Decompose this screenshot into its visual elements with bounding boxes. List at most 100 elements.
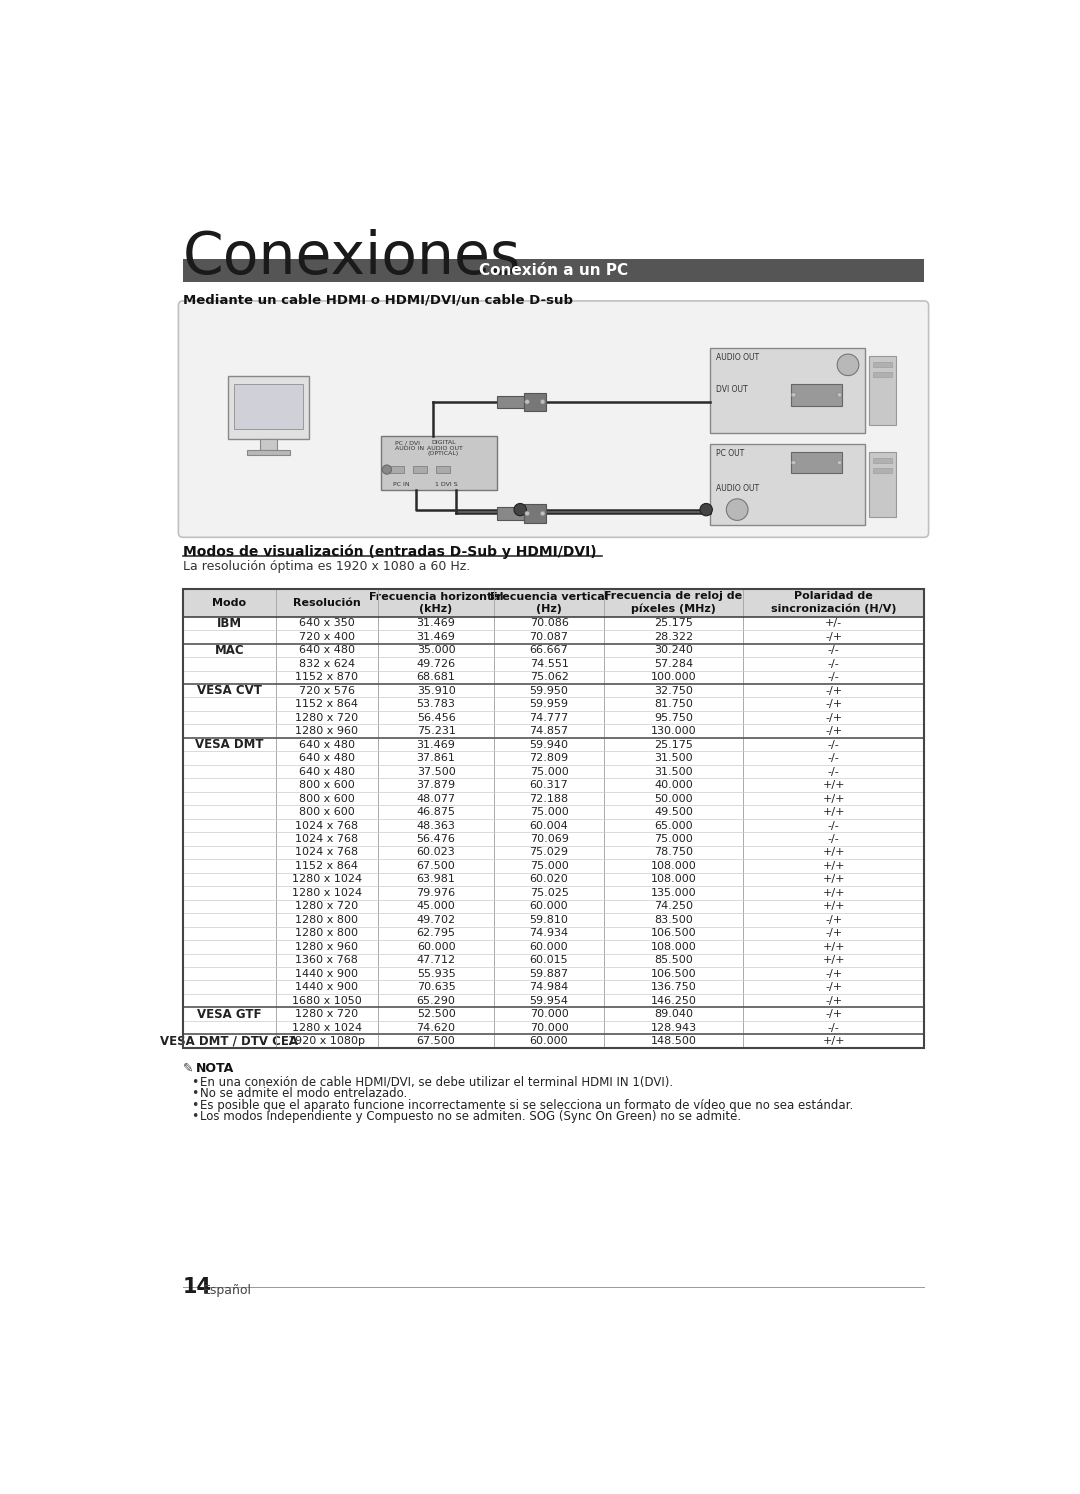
Text: 60.020: 60.020 — [529, 874, 568, 884]
Bar — [183, 671, 924, 684]
Bar — [183, 751, 924, 765]
Text: Modo: Modo — [213, 598, 246, 608]
Text: 74.857: 74.857 — [529, 726, 568, 737]
Text: 720 x 576: 720 x 576 — [299, 686, 355, 696]
Text: 31.469: 31.469 — [417, 632, 456, 642]
Text: 67.500: 67.500 — [417, 861, 456, 871]
Text: 640 x 480: 640 x 480 — [299, 740, 355, 750]
Text: +/+: +/+ — [822, 941, 845, 952]
Text: 78.750: 78.750 — [654, 847, 693, 858]
Text: NOTA: NOTA — [195, 1062, 233, 1074]
Bar — [183, 846, 924, 859]
Text: 60.000: 60.000 — [417, 941, 456, 952]
Text: DIGITAL: DIGITAL — [431, 441, 456, 445]
Text: 136.750: 136.750 — [650, 982, 697, 992]
Text: 1280 x 720: 1280 x 720 — [295, 1008, 359, 1019]
Bar — [183, 657, 924, 671]
Text: 1280 x 720: 1280 x 720 — [295, 901, 359, 911]
Circle shape — [837, 460, 841, 465]
Text: +/+: +/+ — [822, 1037, 845, 1046]
Text: 640 x 480: 640 x 480 — [299, 753, 355, 763]
Text: 47.712: 47.712 — [417, 955, 456, 965]
Text: Frecuencia de reloj de
píxeles (MHz): Frecuencia de reloj de píxeles (MHz) — [605, 592, 743, 614]
Text: 1152 x 864: 1152 x 864 — [295, 861, 359, 871]
Text: 57.284: 57.284 — [654, 659, 693, 669]
Text: 59.887: 59.887 — [529, 968, 568, 979]
Text: 1920 x 1080p: 1920 x 1080p — [288, 1037, 365, 1046]
Text: 89.040: 89.040 — [654, 1008, 693, 1019]
Text: 70.086: 70.086 — [529, 619, 568, 629]
Text: 74.777: 74.777 — [529, 713, 569, 723]
Bar — [183, 953, 924, 967]
Text: 70.087: 70.087 — [529, 632, 568, 642]
Text: 1280 x 960: 1280 x 960 — [295, 941, 359, 952]
Text: -/+: -/+ — [825, 928, 842, 938]
Text: 1280 x 800: 1280 x 800 — [295, 914, 359, 925]
Text: Mediante un cable HDMI o HDMI/DVI/un cable D-sub: Mediante un cable HDMI o HDMI/DVI/un cab… — [183, 293, 573, 306]
Text: 65.290: 65.290 — [417, 995, 456, 1005]
Text: Frecuencia horizontal
(kHz): Frecuencia horizontal (kHz) — [368, 592, 503, 614]
Bar — [869, 451, 896, 517]
Text: 100.000: 100.000 — [651, 672, 697, 683]
Text: -/-: -/- — [827, 834, 839, 844]
Text: PC / DVI: PC / DVI — [394, 441, 420, 445]
Text: 1152 x 870: 1152 x 870 — [295, 672, 359, 683]
Text: 1280 x 720: 1280 x 720 — [295, 713, 359, 723]
Text: 1024 x 768: 1024 x 768 — [295, 820, 359, 831]
Bar — [183, 832, 924, 846]
Text: 74.934: 74.934 — [529, 928, 568, 938]
Bar — [873, 468, 892, 474]
Text: VESA DMT / DTV CEA: VESA DMT / DTV CEA — [160, 1035, 298, 1047]
Bar — [183, 630, 924, 644]
Bar — [792, 384, 841, 406]
Text: 35.910: 35.910 — [417, 686, 456, 696]
Text: 49.726: 49.726 — [417, 659, 456, 669]
Text: -/+: -/+ — [825, 713, 842, 723]
Text: 135.000: 135.000 — [651, 887, 697, 898]
Text: 640 x 480: 640 x 480 — [299, 766, 355, 777]
Text: -/-: -/- — [827, 659, 839, 669]
Text: 70.069: 70.069 — [529, 834, 568, 844]
Text: 108.000: 108.000 — [650, 874, 697, 884]
Text: AUDIO OUT: AUDIO OUT — [428, 445, 463, 451]
Text: Español: Español — [203, 1285, 253, 1297]
Text: 59.959: 59.959 — [529, 699, 568, 710]
Text: 31.500: 31.500 — [654, 766, 693, 777]
Text: 640 x 350: 640 x 350 — [299, 619, 354, 629]
Bar — [873, 459, 892, 463]
Bar — [524, 393, 545, 411]
Text: 74.551: 74.551 — [529, 659, 568, 669]
Bar — [183, 684, 924, 698]
Circle shape — [525, 399, 529, 403]
Bar — [247, 450, 289, 454]
Circle shape — [792, 460, 796, 465]
Text: 60.015: 60.015 — [530, 955, 568, 965]
Text: 62.795: 62.795 — [417, 928, 456, 938]
Bar — [183, 886, 924, 899]
Circle shape — [792, 393, 796, 397]
Text: -/+: -/+ — [825, 632, 842, 642]
Text: 74.250: 74.250 — [654, 901, 693, 911]
Text: -/-: -/- — [827, 645, 839, 656]
Text: VESA GTF: VESA GTF — [198, 1007, 261, 1020]
Text: 81.750: 81.750 — [654, 699, 693, 710]
Text: 75.000: 75.000 — [529, 766, 568, 777]
Text: -/-: -/- — [827, 672, 839, 683]
Bar — [710, 348, 865, 433]
Text: 31.469: 31.469 — [417, 619, 456, 629]
Text: -/+: -/+ — [825, 914, 842, 925]
Text: 1280 x 960: 1280 x 960 — [295, 726, 359, 737]
Bar — [183, 940, 924, 953]
Circle shape — [382, 465, 392, 474]
Circle shape — [727, 499, 748, 520]
Circle shape — [540, 399, 545, 403]
Bar — [183, 617, 924, 630]
Text: -/+: -/+ — [825, 1008, 842, 1019]
Bar — [183, 980, 924, 994]
Text: 63.981: 63.981 — [417, 874, 456, 884]
Bar — [228, 376, 309, 439]
Text: Resolución: Resolución — [293, 598, 361, 608]
Text: Los modos Independiente y Compuesto no se admiten. SOG (Sync On Green) no se adm: Los modos Independiente y Compuesto no s… — [200, 1110, 741, 1123]
Text: 59.810: 59.810 — [529, 914, 568, 925]
Bar — [869, 356, 896, 424]
